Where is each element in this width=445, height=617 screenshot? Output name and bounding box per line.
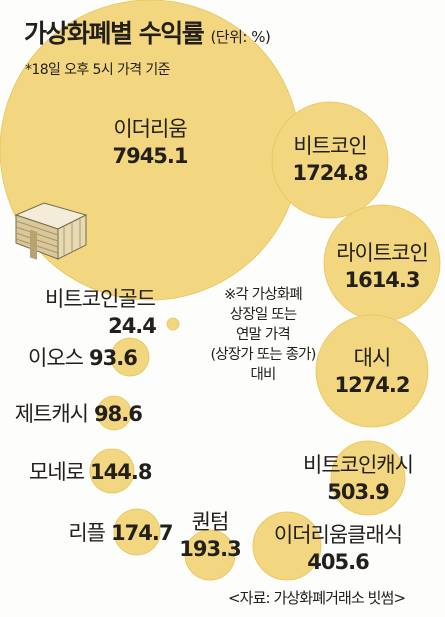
value-label: 193.3 [179, 537, 240, 561]
category-label: 대시 [354, 346, 391, 370]
note-line: ※각 가상화폐 [224, 287, 303, 303]
unit-label: (단위: %) [210, 28, 271, 46]
bubble-비트코인골드 [166, 317, 180, 331]
bubble-비트코인 [271, 101, 389, 219]
value-label: 1614.3 [344, 268, 419, 292]
note-line: 연말 가격 [236, 327, 291, 343]
category-label: 모네로 [29, 460, 85, 484]
value-label: 405.6 [307, 550, 369, 574]
value-label: 1724.8 [292, 161, 367, 185]
bubble-제트캐시 [96, 395, 132, 431]
value-label: 503.9 [327, 480, 389, 504]
category-label: 비트코인골드 [45, 287, 156, 311]
note-line: 대비 [250, 367, 276, 383]
bubble-이오스 [110, 337, 150, 377]
bubble-리플 [113, 508, 161, 556]
note-line: (상장가 또는 종가) [210, 347, 316, 363]
bubble-비트코인캐시 [330, 440, 406, 516]
note-line: 상장일 또는 [229, 307, 297, 323]
category-label: 이더리움 [113, 117, 187, 141]
value-label: 24.4 [108, 314, 156, 338]
category-label: 이더리움클래식 [274, 523, 402, 547]
value-label: 1274.2 [334, 373, 409, 397]
cash-stack-icon [14, 202, 88, 260]
value-label: 174.7 [111, 521, 172, 545]
title-text: 가상화폐별 수익률 [24, 19, 205, 48]
value-label: 7945.1 [112, 144, 187, 168]
category-label: 비트코인 [293, 134, 366, 158]
category-label: 비트코인캐시 [303, 453, 413, 477]
value-label: 93.6 [89, 346, 137, 370]
category-label: 라이트코인 [336, 241, 428, 265]
bubble-이더리움클래식 [252, 511, 322, 581]
value-label: 144.8 [90, 460, 152, 484]
chart-subtitle: *18일 오후 5시 가격 기준 [25, 62, 171, 78]
value-label: 98.6 [94, 402, 142, 426]
category-label: 리플 [68, 521, 105, 545]
category-label: 퀀텀 [192, 510, 229, 534]
chart-title: 가상화폐별 수익률 (단위: %) [24, 14, 271, 50]
category-label: 이오스 [28, 346, 84, 370]
bubble-모네로 [89, 448, 135, 494]
category-label: 제트캐시 [15, 402, 88, 426]
bubble-대시 [315, 314, 429, 428]
bubble-퀀텀 [184, 529, 236, 581]
footnote: ※각 가상화폐 상장일 또는 연말 가격 (상장가 또는 종가) 대비 [168, 285, 358, 385]
source-credit: <자료: 가상화폐거래소 빗썸> [228, 589, 406, 607]
